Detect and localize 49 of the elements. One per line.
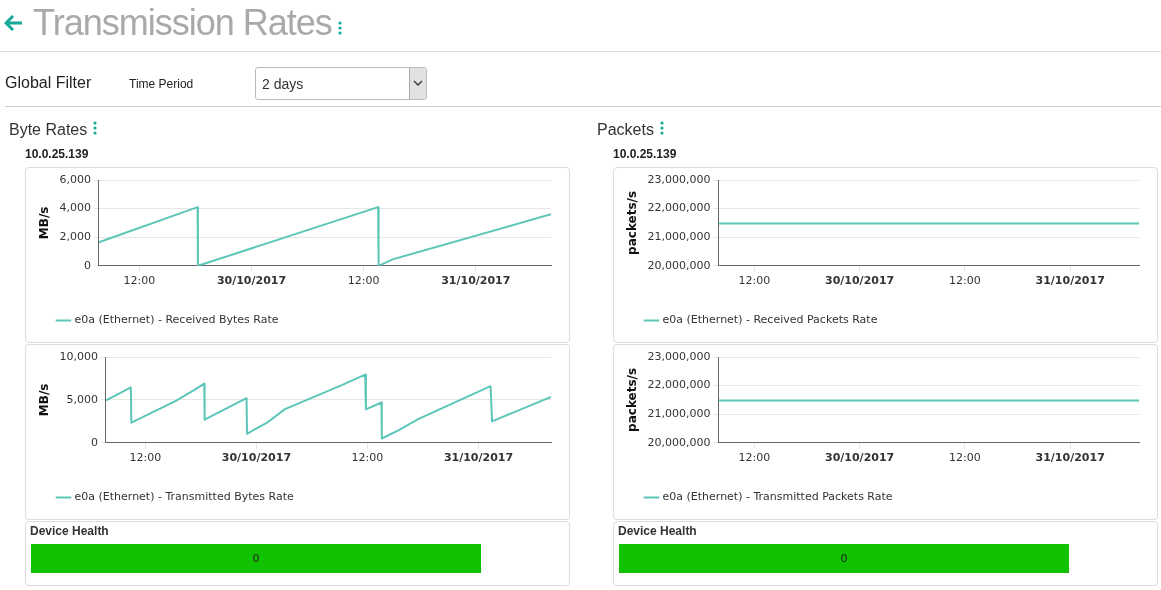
text: Device Health bbox=[30, 524, 109, 538]
x-tick-label: 30/10/2017 bbox=[824, 451, 895, 465]
y-tick-label: 22,000,000 bbox=[647, 201, 711, 215]
x-tick-label: 12:00 bbox=[129, 451, 162, 465]
x-tick-label: 31/10/2017 bbox=[441, 274, 511, 288]
x-tick-label: 12:00 bbox=[738, 451, 771, 465]
text: 2 days bbox=[262, 76, 304, 92]
y-axis-title: packets/s bbox=[625, 367, 640, 432]
text: Device Health bbox=[618, 524, 697, 538]
text: Global Filter bbox=[5, 74, 92, 92]
chart-subtitle: 10.0.25.139 bbox=[25, 147, 89, 161]
y-tick-label: 20,000,000 bbox=[647, 435, 711, 449]
legend-label: e0a (Ethernet) - Received Bytes Rate bbox=[74, 313, 279, 327]
x-tick-label: 31/10/2017 bbox=[443, 451, 514, 465]
y-tick-label: 0 bbox=[90, 435, 98, 449]
legend-label: e0a (Ethernet) - Transmitted Bytes Rate bbox=[74, 490, 294, 504]
x-tick-label: 31/10/2017 bbox=[1035, 451, 1105, 465]
y-tick-label: 5,000 bbox=[66, 392, 98, 406]
legend-label: e0a (Ethernet) - Transmitted Packets Rate bbox=[662, 490, 893, 504]
y-tick-label: 20,000,000 bbox=[647, 258, 711, 272]
text: Time Period bbox=[129, 77, 194, 91]
y-axis-title: packets/s bbox=[625, 190, 640, 255]
y-tick-label: 21,000,000 bbox=[647, 407, 711, 421]
y-tick-label: 2,000 bbox=[59, 230, 91, 244]
y-tick-label: 21,000,000 bbox=[647, 230, 711, 244]
y-tick-label: 6,000 bbox=[59, 172, 91, 186]
y-tick-label: 23,000,000 bbox=[647, 172, 711, 186]
y-axis-title: MB/s bbox=[37, 383, 52, 417]
chart-title: Packets bbox=[597, 121, 654, 138]
x-tick-label: 12:00 bbox=[351, 451, 384, 465]
x-tick-label: 12:00 bbox=[123, 274, 156, 288]
text: Transmission Rates bbox=[33, 2, 332, 43]
y-tick-label: 22,000,000 bbox=[647, 378, 711, 392]
x-tick-label: 30/10/2017 bbox=[221, 451, 292, 465]
x-tick-label: 12:00 bbox=[949, 274, 981, 288]
x-tick-label: 31/10/2017 bbox=[1035, 274, 1105, 288]
y-tick-label: 10,000 bbox=[59, 349, 98, 363]
chart-title: Byte Rates bbox=[9, 121, 88, 138]
y-tick-label: 4,000 bbox=[59, 201, 91, 215]
x-tick-label: 30/10/2017 bbox=[824, 274, 895, 288]
y-axis-title: MB/s bbox=[37, 206, 52, 240]
legend-label: e0a (Ethernet) - Received Packets Rate bbox=[662, 313, 878, 327]
x-tick-label: 30/10/2017 bbox=[216, 274, 287, 288]
x-tick-label: 12:00 bbox=[738, 274, 771, 288]
chart-subtitle: 10.0.25.139 bbox=[613, 147, 677, 161]
y-tick-label: 0 bbox=[83, 258, 91, 272]
x-tick-label: 12:00 bbox=[949, 451, 981, 465]
y-tick-label: 23,000,000 bbox=[647, 349, 711, 363]
x-tick-label: 12:00 bbox=[347, 274, 380, 288]
